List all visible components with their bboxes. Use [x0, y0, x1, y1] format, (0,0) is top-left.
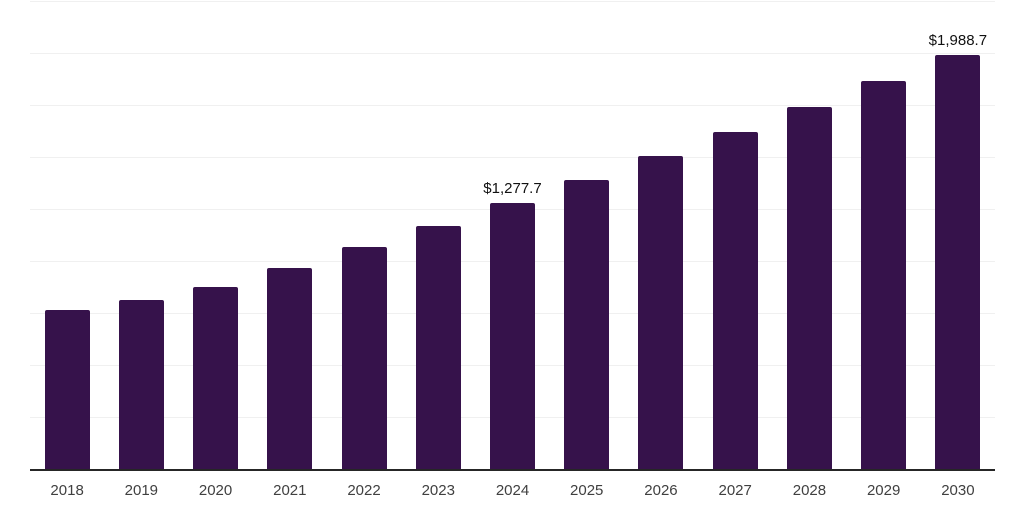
- x-axis-label-2019: 2019: [124, 482, 159, 499]
- bar-2021: [267, 267, 313, 469]
- plot-area: $1,277.7 $1,988.7: [30, 1, 995, 471]
- bar-2019: [118, 300, 164, 469]
- bar-2022: [341, 247, 387, 469]
- gridline-1500: [30, 157, 995, 159]
- bar-2026: [638, 156, 684, 469]
- bar-2028: [786, 106, 832, 469]
- bar-2025: [564, 180, 610, 469]
- x-axis-label-2026: 2026: [644, 482, 678, 499]
- x-axis: 2018 2019 2020 2021 2022 2023 2024 2025 2026 2027…: [30, 480, 995, 502]
- bar-2020: [193, 286, 239, 469]
- value-label-2030: $1,988.7: [928, 32, 988, 50]
- gridline-2250: [30, 1, 995, 2]
- x-axis-label-2027: 2027: [718, 482, 752, 499]
- bar-2030: [935, 55, 981, 469]
- x-axis-label-2030: 2030: [941, 482, 975, 499]
- bar-2023: [415, 225, 461, 469]
- x-axis-label-2023: 2023: [421, 482, 455, 499]
- x-axis-label-2029: 2029: [866, 482, 901, 499]
- x-axis-label-2025: 2025: [570, 482, 604, 499]
- bar-2029: [861, 81, 907, 469]
- value-label-2024: $1,277.7: [483, 180, 542, 198]
- x-axis-label-2018: 2018: [50, 482, 84, 499]
- gridline-1750: [30, 105, 995, 106]
- x-axis-label-2020: 2020: [198, 482, 233, 499]
- x-axis-label-2021: 2021: [273, 482, 307, 499]
- bar-2024: [490, 203, 535, 469]
- bar-2018: [44, 310, 90, 469]
- bar-2027: [712, 131, 758, 469]
- gridline-2000: [30, 53, 995, 55]
- x-axis-label-2022: 2022: [347, 482, 381, 499]
- x-axis-label-2028: 2028: [792, 482, 827, 499]
- x-axis-label-2024: 2024: [495, 482, 530, 499]
